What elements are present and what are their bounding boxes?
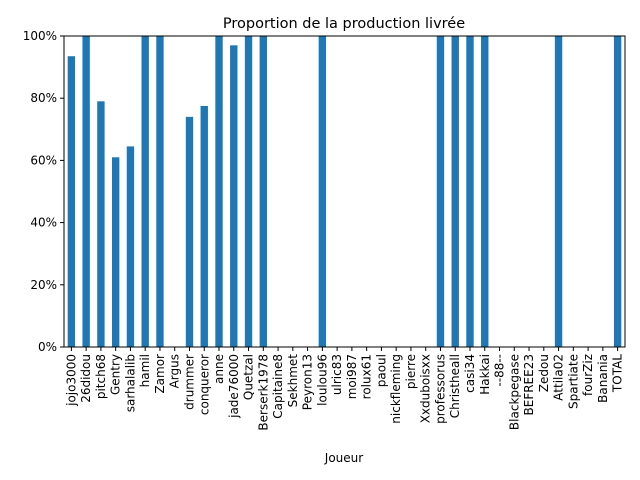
bar-Quetzal <box>244 36 253 347</box>
x-tick-label: sarhalalib <box>123 354 137 412</box>
x-tick-label: 26didou <box>79 354 93 403</box>
x-tick-label: Hakkai <box>478 354 492 395</box>
bar-loulou96 <box>318 36 327 347</box>
x-tick-label: fourZiz <box>581 354 595 396</box>
axes-frame <box>63 35 626 348</box>
x-tick-label: Quetzal <box>242 354 256 400</box>
x-tick-label: jojo3000 <box>64 354 78 407</box>
bar-Zamor <box>156 36 164 347</box>
bar-pitch68 <box>97 101 105 347</box>
bar-26didou <box>82 36 90 347</box>
x-tick-label: loulou96 <box>315 354 329 406</box>
x-tick-label: pitch68 <box>94 354 108 399</box>
x-tick-label: Gentry <box>109 354 123 395</box>
x-tick-label: Banania <box>596 354 610 403</box>
x-tick-label: Sekhmet <box>286 354 300 408</box>
x-tick-label: hamil <box>138 354 152 387</box>
x-tick-label: Christheall <box>448 354 462 418</box>
y-tick-label: 20% <box>30 278 57 292</box>
bar-casi34 <box>466 36 474 347</box>
x-tick-label: Capitaine8 <box>271 354 285 419</box>
bar-jojo3000 <box>67 56 76 348</box>
x-tick-label: Zedou <box>537 354 551 392</box>
x-tick-label: Peyron13 <box>301 354 315 410</box>
bar-professorus <box>436 36 445 347</box>
x-tick-label: Xxduboisxx <box>419 354 433 423</box>
x-tick-label: conqueror <box>197 354 211 415</box>
x-tick-label: paoul <box>374 354 388 387</box>
x-tick-label: ulric83 <box>330 354 344 395</box>
x-tick-label: Attila02 <box>552 354 566 401</box>
x-tick-label: nickfleming <box>389 354 403 424</box>
bar-Christheall <box>451 36 459 347</box>
x-tick-label: rolux61 <box>360 354 374 399</box>
bar-TOTAL <box>613 36 622 347</box>
x-tick-label: anne <box>212 354 226 384</box>
x-tick-label: Spartiate <box>566 354 580 409</box>
y-tick-label: 0% <box>38 340 57 354</box>
bar-Hakkai <box>481 36 489 347</box>
x-tick-label: Zamor <box>153 354 167 394</box>
bar-Berserk1978 <box>259 36 267 347</box>
x-tick-label: Berserk1978 <box>256 354 270 431</box>
bar-Attila02 <box>554 36 563 347</box>
y-tick-label: 100% <box>23 29 57 43</box>
x-tick-label: TOTAL <box>611 354 625 393</box>
y-tick-label: 80% <box>30 91 57 105</box>
x-tick-label: jade76000 <box>227 354 241 419</box>
x-axis-label: Joueur <box>324 451 363 465</box>
plot-area: 0% 20% 40% 60% 80% 100% jojo3000 26didou pitch68… <box>23 29 626 431</box>
chart-title: Proportion de la production livrée <box>223 16 465 32</box>
x-tick-label: Blackpegase <box>507 354 521 430</box>
x-tick-label: drummer <box>182 354 196 410</box>
x-tick-label: --88-- <box>493 354 507 387</box>
x-tick-label: Argus <box>168 354 182 388</box>
x-tick-label: BEFREE23 <box>522 354 536 416</box>
x-tick-label: casi34 <box>463 354 477 393</box>
bar-jade76000 <box>230 45 238 348</box>
x-tick-label: pierre <box>404 354 418 389</box>
x-tick-label: moi987 <box>345 354 359 399</box>
bar-anne <box>215 36 223 347</box>
bar-drummer <box>185 116 194 347</box>
bar-conqueror <box>200 105 208 347</box>
x-tick-label: professorus <box>433 354 447 424</box>
y-tick-label: 40% <box>30 216 57 230</box>
y-tick-label: 60% <box>30 153 57 167</box>
bar-hamil <box>141 36 149 347</box>
bar-Gentry <box>111 157 120 347</box>
bar-sarhalalib <box>126 146 135 347</box>
